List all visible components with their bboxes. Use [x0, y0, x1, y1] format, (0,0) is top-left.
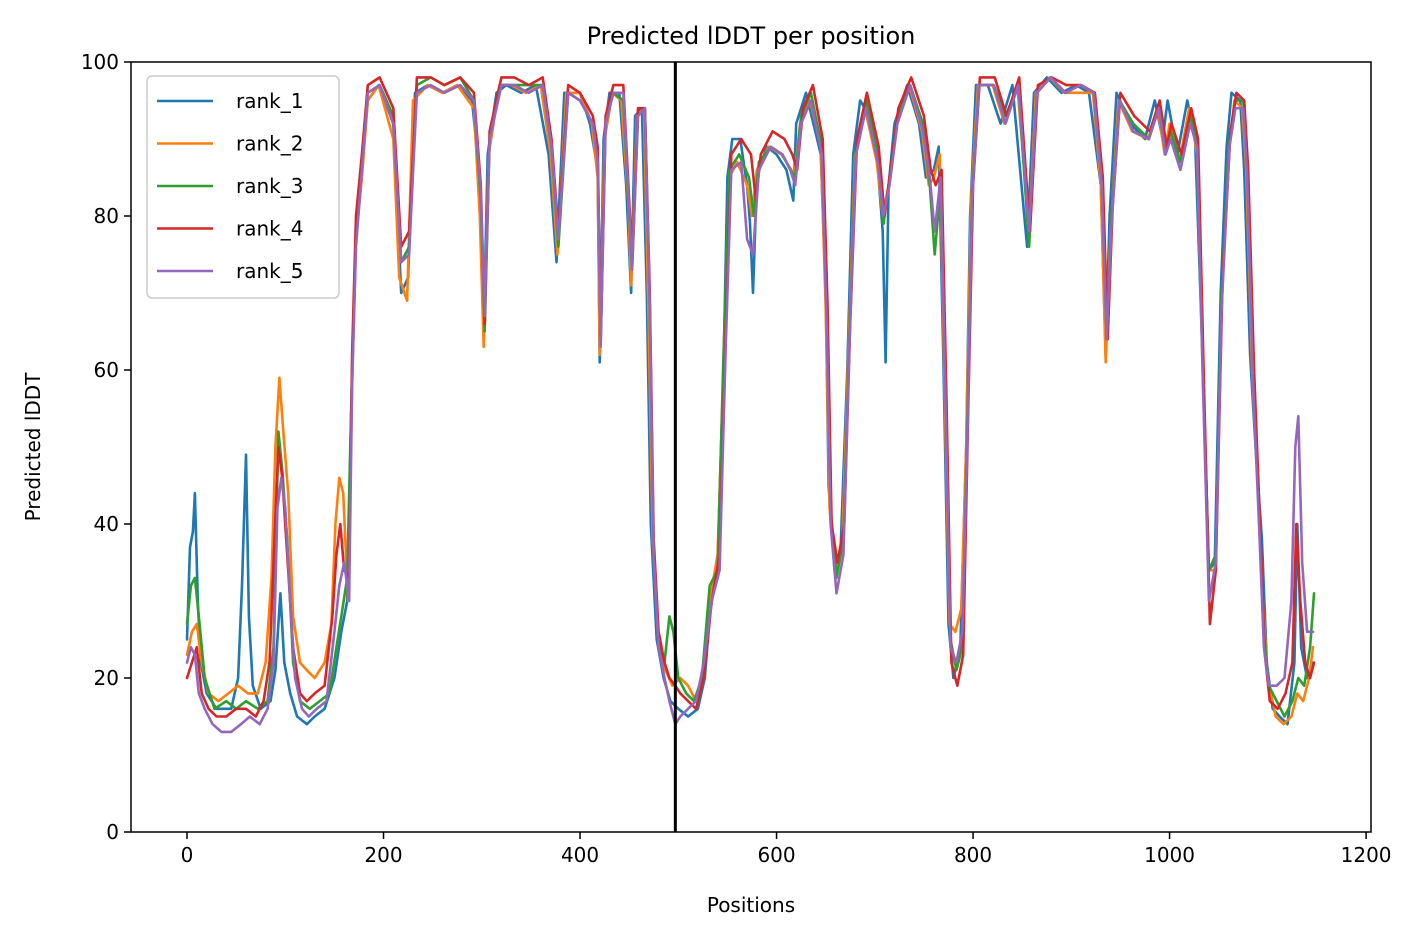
series-line-rank-5: [185, 76, 1315, 734]
series-layer: [185, 76, 1316, 734]
x-tick-label: 1200: [1341, 843, 1392, 867]
legend-label-rank-1: rank_1: [236, 89, 303, 113]
legend-label-rank-2: rank_2: [236, 132, 303, 156]
x-tick-label: 400: [561, 843, 599, 867]
x-tick-label: 0: [181, 843, 194, 867]
legend-label-rank-3: rank_3: [236, 174, 303, 198]
chart-title: Predicted lDDT per position: [587, 22, 916, 50]
x-tick-label: 600: [757, 843, 795, 867]
x-axis: 0 200 400 600 800 1000 1200: [181, 832, 1392, 867]
x-tick-label: 200: [364, 843, 402, 867]
y-tick-label: 100: [81, 50, 119, 74]
legend-label-rank-5: rank_5: [236, 259, 303, 283]
y-axis-label: Predicted lDDT: [21, 372, 45, 522]
y-tick-label: 40: [94, 512, 119, 536]
series-line-rank-4: [185, 76, 1316, 718]
x-tick-label: 1000: [1144, 843, 1195, 867]
plot-area: [130, 61, 1372, 833]
y-tick-label: 0: [106, 820, 119, 844]
legend: rank_1 rank_2 rank_3 rank_4 rank_5: [146, 75, 340, 299]
y-tick-label: 60: [94, 358, 119, 382]
legend-label-rank-4: rank_4: [236, 217, 303, 241]
y-tick-label: 20: [94, 666, 119, 690]
legend-box: [146, 75, 340, 299]
y-axis: 0 20 40 60 80 100: [81, 50, 131, 844]
axes-frame: [130, 61, 1372, 833]
y-tick-label: 80: [94, 204, 119, 228]
x-axis-label: Positions: [707, 893, 795, 917]
x-tick-label: 800: [954, 843, 992, 867]
